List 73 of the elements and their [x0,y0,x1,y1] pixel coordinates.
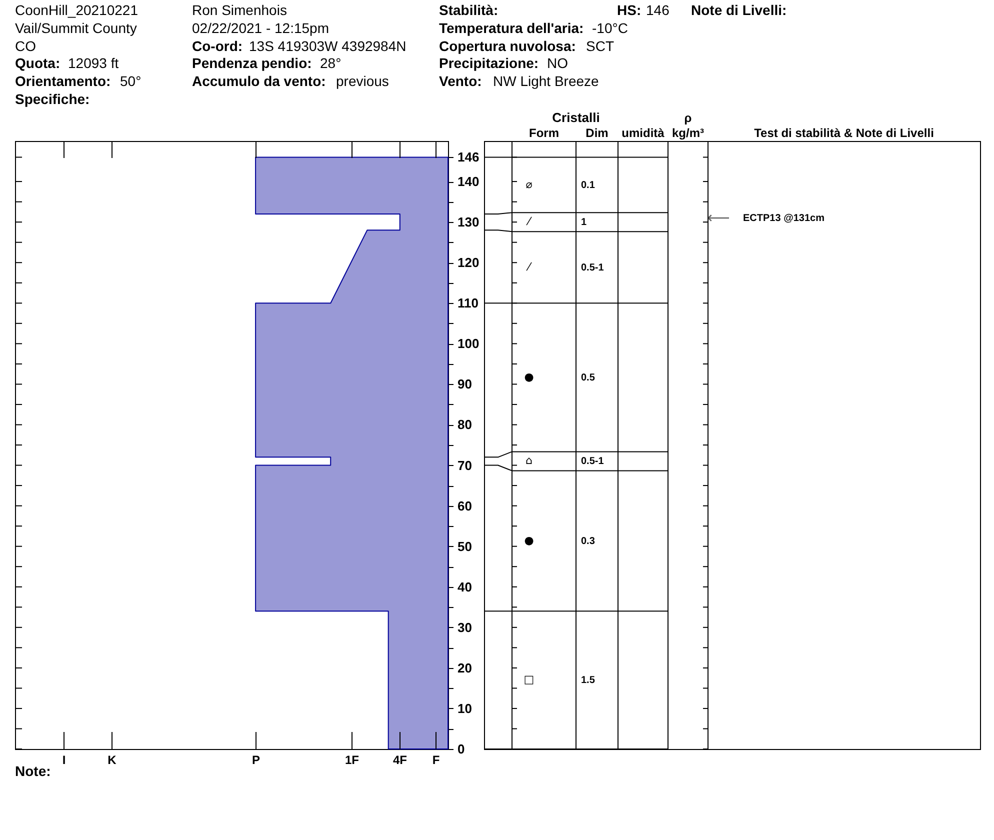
text: ⁄ [525,215,532,228]
text: ● [524,370,534,384]
text: 02/22/2021 - 12:15pm [192,20,329,36]
text: Pendenza pendio: [192,55,312,71]
y-tick-label: 50 [458,538,472,554]
y-tick-label: 90 [458,376,472,392]
text: Temperatura dell'aria: [439,20,584,36]
text: 4F [392,753,408,767]
text: Co-ord: [192,38,243,54]
text: 12093 ft [68,55,119,71]
text: I [62,753,66,767]
text: 0.5-1 [581,456,604,468]
text: 1F [344,753,360,767]
text: ECTP13 @131cm [743,213,825,224]
y-tick-label: 20 [458,660,472,676]
text: Vento: [439,73,482,89]
text: -10°C [592,20,628,36]
category-label: Dim [586,126,608,140]
text: □ [524,673,534,686]
y-tick-label: 110 [458,296,478,311]
text: P [252,753,260,767]
text: 13S 419303W 4392984N [249,38,406,54]
y-tick-label: 140 [458,174,480,190]
text: K [108,753,117,767]
text: 0.5-1 [581,262,604,274]
text: Stabilità: [439,2,498,18]
text: CoonHill_20210221 [15,2,138,18]
text: ⌂ [526,454,533,468]
text: Note di Livelli: [691,2,787,18]
y-tick-label: 80 [458,417,472,432]
text: NO [547,55,568,71]
text: SCT [586,38,614,54]
text: Ron Simenhois [192,2,287,18]
y-tick-label: 146 [458,150,480,165]
text: previous [336,73,389,89]
text: NW Light Breeze [493,73,600,89]
y-tick-label: 10 [458,700,472,716]
category-label: ρ kg/m³ [672,111,704,140]
text: 146 [646,2,670,18]
category-label: umidità [622,126,665,140]
text: 0.5 [581,372,596,384]
y-tick-label: 40 [458,579,472,594]
text: ⟵ [707,208,730,227]
y-tick-label: 70 [458,458,472,473]
text: 0.3 [581,536,596,547]
y-tick-label: 130 [458,214,480,230]
y-tick-label: 120 [458,255,480,270]
text: Accumulo da vento: [192,73,326,89]
y-tick-label: 30 [458,620,472,635]
y-tick-label: 100 [458,336,480,352]
category-label: Form [529,126,559,140]
text: 1.5 [581,675,596,686]
y-tick-label: 0 [458,742,465,756]
text: 28° [320,55,342,71]
text: ⌀ [526,178,533,191]
text: Vail/Summit County [15,20,137,36]
text: 1 [581,217,587,228]
category-label: Test di stabilità & Note di Livelli [754,126,934,140]
text: ● [524,534,534,547]
text: CO [15,38,36,54]
text: Cristalli [552,110,600,125]
text: Quota: [15,55,60,71]
text: Orientamento: [15,73,111,89]
text: Precipitazione: [439,55,539,71]
text: HS: [617,2,642,18]
text: ⁄ [525,260,532,274]
text: Specifiche: [15,91,90,107]
text: 0.1 [581,180,596,191]
text: 50° [120,73,142,89]
text: F [432,753,440,767]
y-tick-label: 60 [458,498,472,514]
text: Copertura nuvolosa: [439,38,576,54]
text: Note: [15,763,51,779]
